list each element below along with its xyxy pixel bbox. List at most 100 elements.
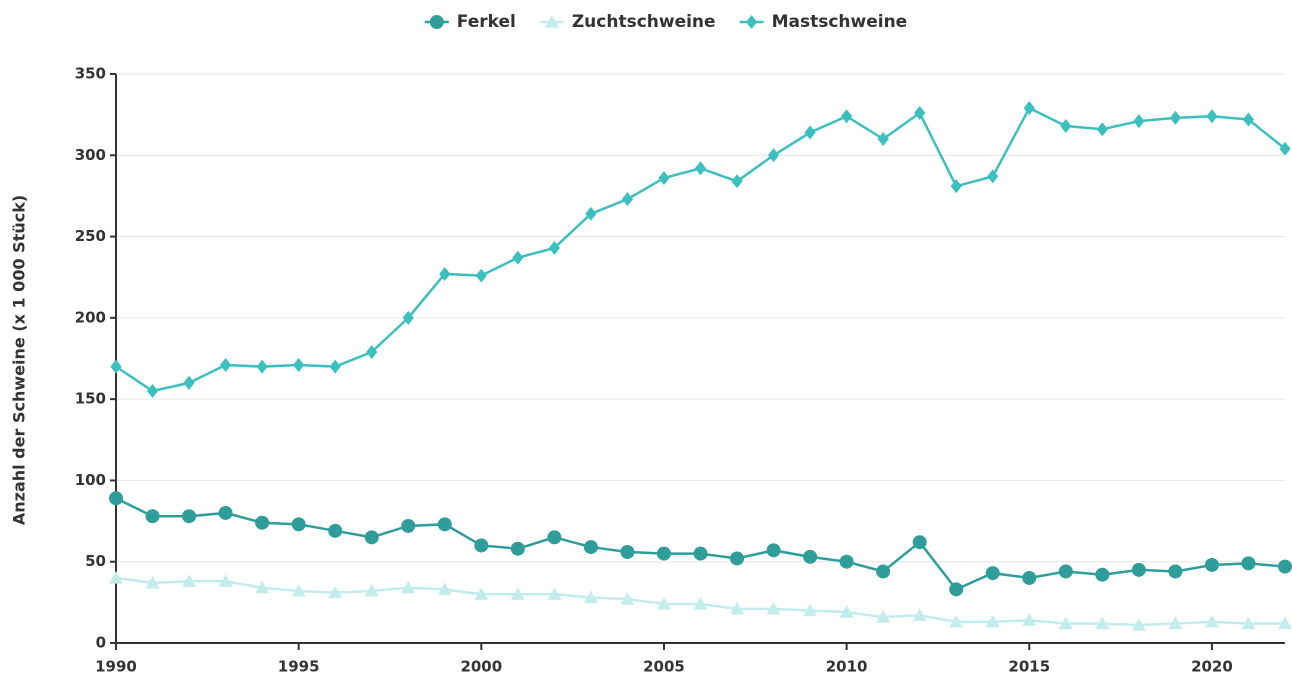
data-point	[1058, 616, 1073, 630]
legend-label: Mastschweine	[772, 12, 908, 32]
data-point	[693, 596, 708, 610]
data-point	[364, 583, 379, 597]
data-point	[656, 596, 671, 610]
data-point	[328, 523, 343, 538]
legend-label: Zuchtschweine	[572, 12, 716, 32]
data-point	[366, 344, 378, 359]
data-point	[183, 375, 195, 390]
data-point	[401, 518, 416, 533]
data-point	[1131, 618, 1146, 631]
data-point	[730, 601, 745, 615]
data-point	[1278, 616, 1292, 630]
data-point	[474, 538, 489, 553]
data-point	[1095, 616, 1110, 630]
data-point	[1095, 567, 1110, 582]
data-point	[512, 250, 524, 265]
data-point	[656, 546, 671, 561]
data-point	[109, 570, 123, 584]
data-point	[548, 240, 560, 255]
data-point	[1241, 556, 1256, 571]
data-point	[255, 580, 270, 594]
data-point	[439, 266, 451, 281]
data-point	[585, 206, 597, 221]
x-tick-label: 2015	[1008, 658, 1050, 676]
data-point	[914, 106, 926, 121]
data-point	[839, 605, 854, 618]
data-point	[1022, 613, 1037, 626]
data-point	[1168, 616, 1183, 630]
data-point	[437, 517, 452, 532]
y-tick-label: 300	[75, 146, 106, 164]
data-point	[658, 171, 670, 186]
data-point	[329, 359, 341, 374]
data-point	[510, 587, 525, 600]
series-line	[115, 497, 1286, 591]
y-tick-label: 50	[85, 552, 106, 570]
data-point	[364, 530, 379, 545]
data-point	[547, 587, 562, 600]
data-point	[841, 109, 853, 124]
data-point	[1206, 109, 1218, 124]
data-point	[145, 509, 160, 524]
data-point	[475, 268, 487, 283]
y-tick-label: 250	[75, 227, 106, 245]
data-point	[1168, 564, 1183, 579]
legend-marker	[429, 15, 444, 29]
data-point	[401, 580, 416, 594]
data-point	[1058, 564, 1073, 579]
data-point	[876, 564, 891, 579]
data-point	[620, 544, 635, 559]
x-tick-label: 1990	[95, 658, 137, 676]
legend-marker	[745, 15, 758, 29]
data-point	[291, 517, 306, 532]
data-point	[146, 384, 159, 399]
data-point	[1022, 570, 1037, 585]
data-point	[219, 358, 232, 373]
data-point	[804, 125, 816, 140]
x-tick-label: 2000	[460, 658, 502, 676]
data-point	[1169, 110, 1182, 125]
y-tick-label: 0	[96, 634, 106, 652]
data-point	[182, 574, 197, 587]
x-tick-label: 2005	[643, 658, 685, 676]
x-tick-label: 2020	[1191, 658, 1233, 676]
y-tick-label: 350	[75, 65, 106, 83]
data-point	[256, 359, 268, 374]
data-point	[949, 582, 964, 597]
y-tick-label: 150	[75, 390, 106, 408]
data-point	[803, 549, 818, 564]
legend-label: Ferkel	[457, 12, 516, 32]
data-point	[583, 540, 598, 555]
data-point	[474, 587, 489, 600]
data-point	[218, 505, 233, 520]
y-axis-label: Anzahl der Schweine (x 1 000 Stück)	[10, 195, 29, 525]
data-point	[437, 582, 452, 595]
data-point	[1204, 557, 1219, 572]
data-point	[1278, 559, 1292, 574]
x-tick-label: 1995	[278, 658, 320, 676]
data-point	[987, 169, 999, 184]
data-point	[1060, 119, 1072, 134]
data-point	[293, 358, 305, 373]
data-point	[145, 575, 160, 589]
data-point	[877, 132, 889, 147]
data-point	[1241, 616, 1256, 630]
data-point	[839, 554, 854, 569]
data-point	[1242, 112, 1255, 127]
data-point	[620, 592, 635, 605]
data-point	[731, 174, 743, 189]
data-point	[803, 603, 818, 617]
data-point	[109, 491, 123, 506]
x-tick-label: 2010	[826, 658, 868, 676]
data-point	[328, 585, 343, 599]
data-point	[110, 359, 122, 374]
data-point	[255, 515, 270, 530]
data-point	[583, 590, 598, 604]
data-point	[694, 161, 707, 176]
data-point	[766, 601, 781, 615]
series-line	[115, 106, 1286, 393]
data-point	[1096, 122, 1108, 137]
data-point	[1133, 114, 1145, 129]
data-point	[182, 509, 197, 524]
